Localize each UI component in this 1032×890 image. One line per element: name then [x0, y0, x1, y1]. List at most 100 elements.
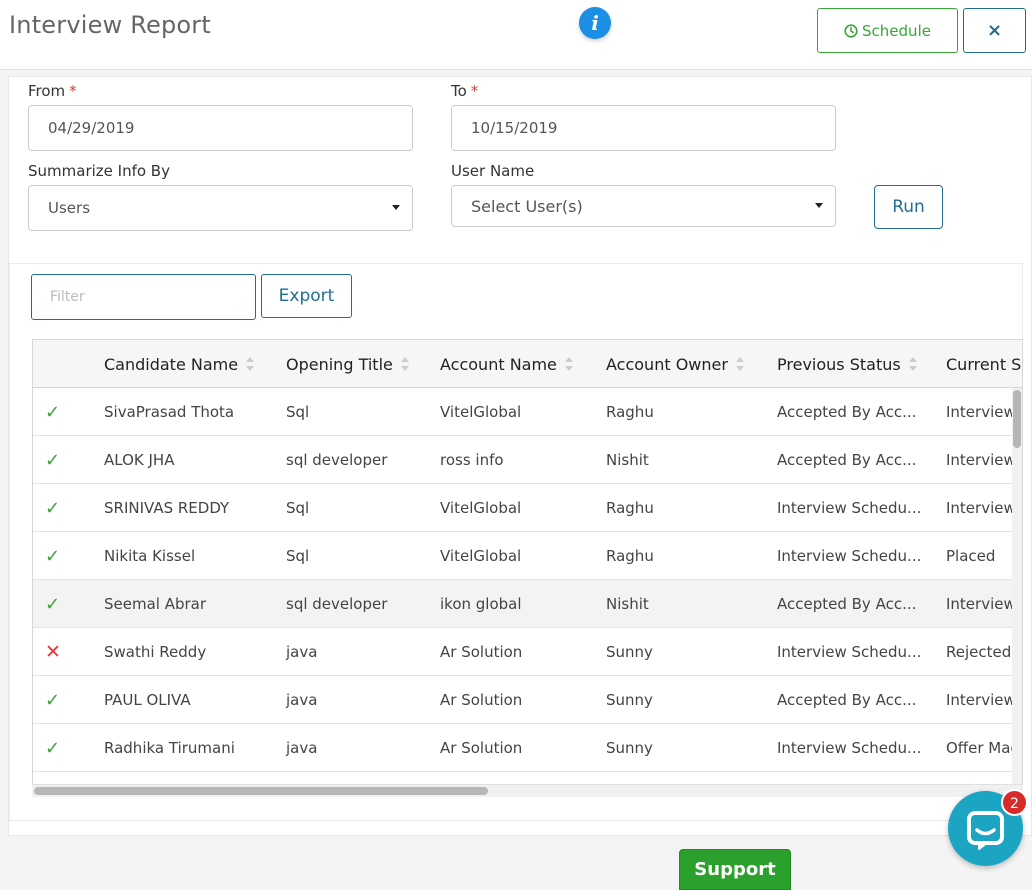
column-header-opening-title[interactable]: Opening Title	[286, 340, 409, 388]
to-date-input[interactable]: 10/15/2019	[451, 105, 836, 151]
account-name: Ar Solution	[440, 739, 523, 757]
info-icon[interactable]: i	[579, 7, 611, 39]
previous-status: Accepted By Acc...	[777, 451, 917, 469]
column-header-previous-status[interactable]: Previous Status	[777, 340, 917, 388]
horizontal-scrollbar[interactable]	[32, 784, 1023, 797]
table-row[interactable]: ✕ Swathi Reddy java Ar Solution Sunny In…	[33, 628, 1022, 676]
vertical-scroll-thumb[interactable]	[1013, 390, 1021, 448]
table-row[interactable]: ✓ Radhika Tirumani java Ar Solution Sunn…	[33, 724, 1022, 772]
current-status: Interview	[946, 499, 1016, 517]
filter-input[interactable]: Filter	[31, 274, 256, 320]
candidate-name: ALOK JHA	[104, 451, 175, 469]
schedule-label: Schedule	[862, 21, 931, 40]
table-row[interactable]: ✓ PAUL OLIVA java Ar Solution Sunny Acce…	[33, 676, 1022, 724]
account-name: VitelGlobal	[440, 499, 522, 517]
account-owner: Sunny	[606, 691, 653, 709]
candidate-name: Swathi Reddy	[104, 643, 207, 661]
export-button[interactable]: Export	[261, 274, 352, 318]
sort-icon[interactable]	[908, 357, 917, 371]
column-header-account-owner[interactable]: Account Owner	[606, 340, 744, 388]
report-table: Candidate Name Opening Title Account Nam…	[32, 339, 1023, 797]
candidate-name: Seemal Abrar	[104, 595, 207, 613]
candidate-name: PAUL OLIVA	[104, 691, 191, 709]
close-icon: ×	[986, 20, 1003, 41]
cross-icon: ✕	[45, 641, 61, 663]
previous-status: Accepted By Acc...	[777, 595, 917, 613]
opening-title: Sql	[286, 547, 310, 565]
chevron-down-icon	[815, 203, 823, 208]
required-mark: *	[69, 82, 77, 100]
table-row[interactable]: ✓ SivaPrasad Thota Sql VitelGlobal Raghu…	[33, 388, 1022, 436]
notification-badge: 2	[1001, 789, 1028, 816]
account-owner: Nishit	[606, 595, 649, 613]
table-header: Candidate Name Opening Title Account Nam…	[33, 340, 1022, 388]
username-label: User Name	[451, 162, 535, 180]
table-row[interactable]: ✓ Nikita Kissel Sql VitelGlobal Raghu In…	[33, 532, 1022, 580]
opening-title: java	[286, 643, 318, 661]
table-row[interactable]: ✓ ALOK JHA sql developer ross info Nishi…	[33, 436, 1022, 484]
column-header-current-status[interactable]: Current S	[946, 354, 1022, 374]
account-name: Ar Solution	[440, 643, 523, 661]
column-header-candidate-name[interactable]: Candidate Name	[104, 340, 255, 388]
account-owner: Raghu	[606, 403, 654, 421]
run-button[interactable]: Run	[874, 185, 943, 229]
sort-icon[interactable]	[246, 357, 255, 371]
table-row[interactable]: ✓ Seemal Abrar sql developer ikon global…	[33, 580, 1022, 628]
close-button[interactable]: ×	[963, 8, 1026, 53]
username-select[interactable]: Select User(s)	[451, 185, 836, 227]
check-icon: ✓	[45, 449, 61, 471]
sort-icon[interactable]	[735, 357, 744, 371]
schedule-button[interactable]: Schedule	[817, 8, 958, 53]
summarize-select[interactable]: Users	[28, 185, 413, 231]
check-icon: ✓	[45, 497, 61, 519]
required-mark: *	[470, 82, 479, 100]
header-bar: Interview Report i Schedule ×	[0, 0, 1032, 70]
support-button[interactable]: Support	[679, 849, 791, 890]
opening-title: sql developer	[286, 451, 388, 469]
previous-status: Interview Schedu...	[777, 739, 922, 757]
from-date-input[interactable]: 04/29/2019	[28, 105, 413, 151]
column-header-account-name[interactable]: Account Name	[440, 340, 573, 388]
current-status: Rejected	[946, 643, 1012, 661]
account-owner: Sunny	[606, 739, 653, 757]
current-status: Interview	[946, 691, 1016, 709]
username-placeholder: Select User(s)	[471, 196, 583, 216]
opening-title: Sql	[286, 499, 310, 517]
account-name: VitelGlobal	[440, 547, 522, 565]
opening-title: java	[286, 691, 318, 709]
account-name: VitelGlobal	[440, 403, 522, 421]
current-status: Placed	[946, 547, 996, 565]
current-status: Interview	[946, 403, 1016, 421]
previous-status: Interview Schedu...	[777, 643, 922, 661]
account-owner: Raghu	[606, 547, 654, 565]
table-row[interactable]: ✓ SRINIVAS REDDY Sql VitelGlobal Raghu I…	[33, 484, 1022, 532]
sort-icon[interactable]	[564, 357, 573, 371]
account-owner: Raghu	[606, 499, 654, 517]
current-status: Interview	[946, 451, 1016, 469]
current-status: Offer Mad	[946, 739, 1020, 757]
candidate-name: Nikita Kissel	[104, 547, 196, 565]
to-label: To *	[451, 82, 479, 100]
vertical-scrollbar[interactable]	[1012, 388, 1022, 784]
previous-status: Accepted By Acc...	[777, 403, 917, 421]
opening-title: java	[286, 739, 318, 757]
summarize-label: Summarize Info By	[28, 162, 170, 180]
chat-icon	[967, 811, 1004, 850]
candidate-name: Radhika Tirumani	[104, 739, 235, 757]
candidate-name: SRINIVAS REDDY	[104, 499, 230, 517]
account-name: ross info	[440, 451, 504, 469]
check-icon: ✓	[45, 737, 61, 759]
summarize-value: Users	[48, 199, 91, 217]
account-owner: Sunny	[606, 643, 653, 661]
opening-title: Sql	[286, 403, 310, 421]
account-name: ikon global	[440, 595, 522, 613]
account-owner: Nishit	[606, 451, 649, 469]
check-icon: ✓	[45, 545, 61, 567]
current-status: Interview	[946, 595, 1016, 613]
check-icon: ✓	[45, 593, 61, 615]
sort-icon[interactable]	[400, 357, 409, 371]
page-title: Interview Report	[9, 11, 211, 39]
opening-title: sql developer	[286, 595, 388, 613]
horizontal-scroll-thumb[interactable]	[34, 787, 488, 795]
from-label: From *	[28, 82, 77, 100]
